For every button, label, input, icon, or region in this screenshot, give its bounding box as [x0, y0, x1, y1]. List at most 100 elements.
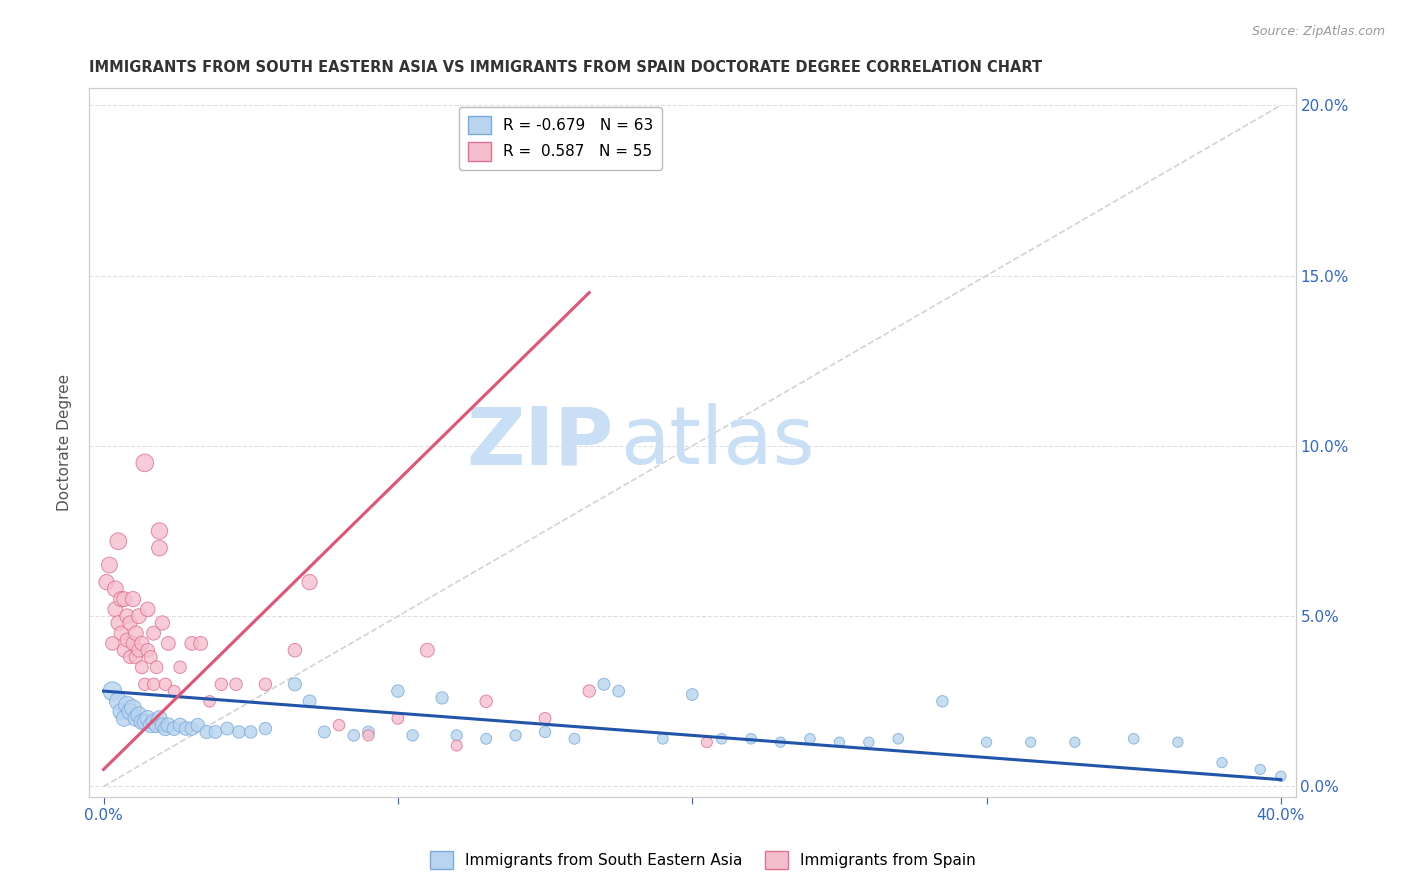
- Point: [651, 731, 673, 746]
- Text: Source: ZipAtlas.com: Source: ZipAtlas.com: [1251, 25, 1385, 38]
- Point: [858, 735, 880, 749]
- Point: [118, 615, 141, 630]
- Point: [122, 636, 145, 650]
- Point: [157, 718, 180, 732]
- Point: [139, 718, 162, 732]
- Point: [180, 722, 202, 736]
- Point: [152, 718, 174, 732]
- Point: [112, 592, 135, 607]
- Point: [254, 677, 277, 691]
- Point: [198, 694, 221, 708]
- Point: [475, 694, 498, 708]
- Point: [142, 626, 165, 640]
- Point: [136, 711, 159, 725]
- Point: [145, 718, 167, 732]
- Point: [107, 694, 129, 708]
- Point: [195, 725, 218, 739]
- Point: [931, 694, 953, 708]
- Point: [357, 725, 380, 739]
- Point: [142, 677, 165, 691]
- Point: [1167, 735, 1189, 749]
- Point: [387, 711, 409, 725]
- Point: [1249, 763, 1271, 777]
- Point: [446, 728, 468, 742]
- Point: [125, 711, 148, 725]
- Point: [115, 609, 138, 624]
- Point: [239, 725, 262, 739]
- Point: [430, 690, 453, 705]
- Point: [118, 705, 141, 719]
- Point: [136, 602, 159, 616]
- Point: [128, 707, 150, 722]
- Point: [446, 739, 468, 753]
- Point: [740, 731, 762, 746]
- Point: [155, 722, 177, 736]
- Point: [155, 677, 177, 691]
- Point: [110, 592, 132, 607]
- Point: [134, 456, 156, 470]
- Point: [131, 714, 153, 729]
- Point: [254, 722, 277, 736]
- Point: [134, 714, 156, 729]
- Point: [209, 677, 232, 691]
- Point: [139, 650, 162, 665]
- Point: [298, 575, 321, 590]
- Point: [328, 718, 350, 732]
- Point: [217, 722, 239, 736]
- Point: [96, 575, 118, 590]
- Point: [104, 602, 127, 616]
- Point: [131, 660, 153, 674]
- Point: [534, 711, 557, 725]
- Point: [228, 725, 250, 739]
- Point: [710, 731, 733, 746]
- Point: [475, 731, 498, 746]
- Point: [799, 731, 821, 746]
- Point: [118, 650, 141, 665]
- Point: [98, 558, 121, 572]
- Point: [107, 534, 129, 549]
- Point: [115, 698, 138, 712]
- Point: [136, 643, 159, 657]
- Point: [976, 735, 998, 749]
- Point: [1019, 735, 1042, 749]
- Point: [122, 701, 145, 715]
- Point: [1211, 756, 1233, 770]
- Point: [180, 636, 202, 650]
- Point: [101, 684, 124, 698]
- Legend: R = -0.679   N = 63, R =  0.587   N = 55: R = -0.679 N = 63, R = 0.587 N = 55: [458, 106, 662, 169]
- Point: [887, 731, 910, 746]
- Point: [1270, 769, 1292, 783]
- Point: [1122, 731, 1144, 746]
- Point: [169, 718, 191, 732]
- Point: [401, 728, 423, 742]
- Point: [190, 636, 212, 650]
- Point: [128, 609, 150, 624]
- Text: ZIP: ZIP: [467, 403, 614, 482]
- Point: [107, 615, 129, 630]
- Point: [357, 728, 380, 742]
- Point: [187, 718, 209, 732]
- Point: [115, 632, 138, 647]
- Point: [593, 677, 616, 691]
- Point: [152, 615, 174, 630]
- Point: [110, 626, 132, 640]
- Point: [145, 660, 167, 674]
- Point: [163, 722, 186, 736]
- Point: [174, 722, 197, 736]
- Point: [148, 711, 170, 725]
- Point: [284, 677, 307, 691]
- Point: [101, 636, 124, 650]
- Point: [112, 711, 135, 725]
- Point: [225, 677, 247, 691]
- Point: [110, 705, 132, 719]
- Point: [298, 694, 321, 708]
- Point: [134, 677, 156, 691]
- Y-axis label: Doctorate Degree: Doctorate Degree: [58, 374, 72, 511]
- Point: [505, 728, 527, 742]
- Point: [204, 725, 226, 739]
- Point: [112, 643, 135, 657]
- Point: [131, 636, 153, 650]
- Text: IMMIGRANTS FROM SOUTH EASTERN ASIA VS IMMIGRANTS FROM SPAIN DOCTORATE DEGREE COR: IMMIGRANTS FROM SOUTH EASTERN ASIA VS IM…: [89, 60, 1042, 75]
- Point: [125, 626, 148, 640]
- Point: [387, 684, 409, 698]
